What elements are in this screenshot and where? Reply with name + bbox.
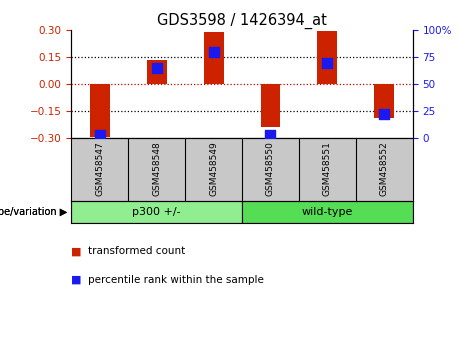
Text: wild-type: wild-type (301, 207, 353, 217)
Text: ■: ■ (71, 275, 82, 285)
Bar (147, 60, 167, 84)
Title: GDS3598 / 1426394_at: GDS3598 / 1426394_at (157, 12, 327, 29)
Text: genotype/variation ▶: genotype/variation ▶ (0, 207, 67, 217)
Point (153, 65, 160, 71)
Point (324, 60, 331, 65)
Text: ■: ■ (71, 246, 82, 256)
Text: GSM458548: GSM458548 (152, 142, 161, 196)
Bar (242, 201, 413, 223)
Text: genotype/variation ▶: genotype/variation ▶ (0, 207, 67, 217)
Text: GSM458551: GSM458551 (323, 142, 332, 196)
Point (380, 112, 388, 117)
Point (210, 49, 217, 55)
Bar (317, 31, 337, 84)
Bar (260, 84, 280, 127)
Text: percentile rank within the sample: percentile rank within the sample (88, 275, 264, 285)
Text: GSM458550: GSM458550 (266, 142, 275, 196)
Point (96, 132, 104, 138)
Bar (71, 201, 242, 223)
Text: p300 +/-: p300 +/- (132, 207, 181, 217)
Text: GSM458549: GSM458549 (209, 142, 218, 196)
Bar (90, 84, 110, 137)
Bar (374, 84, 394, 119)
Text: transformed count: transformed count (88, 246, 185, 256)
Text: GSM458552: GSM458552 (380, 142, 389, 196)
Text: GSM458547: GSM458547 (95, 142, 104, 196)
Point (267, 132, 274, 138)
Bar (204, 32, 224, 84)
